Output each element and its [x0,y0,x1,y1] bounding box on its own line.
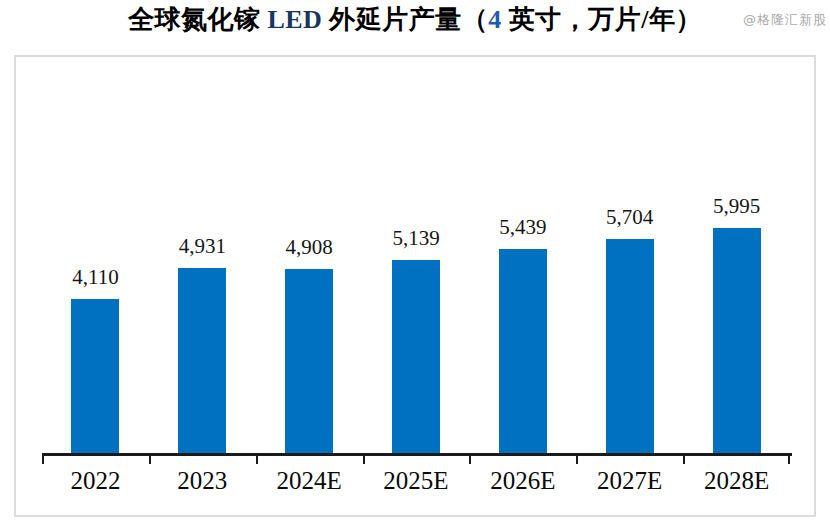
bar [178,268,226,455]
watermark: @格隆汇新股 [743,11,827,29]
x-axis-label: 2026E [469,467,576,495]
bar-group: 5,995 [683,57,790,455]
bar-value-label: 4,931 [179,234,226,259]
bar [606,239,654,455]
bar-value-label: 4,908 [286,235,333,260]
bar-value-label: 5,995 [713,194,760,219]
axis-tick [149,453,151,464]
bar-group: 5,704 [576,57,683,455]
x-axis-labels: 202220232024E2025E2026E2027E2028E [42,467,790,495]
x-axis-label: 2023 [149,467,256,495]
title-segment: LED [267,5,322,34]
bar-group: 5,439 [469,57,576,455]
bar-group: 5,139 [363,57,470,455]
axis-tick [576,453,578,464]
chart-frame: 4,110 4,931 4,908 5,139 5,439 5,704 5,995 2022… [14,55,816,517]
axis-tick [788,453,790,464]
axis-tick [256,453,258,464]
bar [499,249,547,455]
title-segment: 全球氮化镓 [128,5,268,34]
axis-tick [42,453,44,464]
bar-value-label: 4,110 [72,265,118,290]
title-segment: 4 [488,5,502,34]
chart-page: 全球氮化镓 LED 外延片产量（4 英寸，万片/年） @格隆汇新股 4,1104… [0,0,830,531]
axis-tick [683,453,685,464]
title-segment: 外延片产量（ [322,5,488,34]
bar [392,260,440,455]
axis-tick [469,453,471,464]
x-axis-label: 2024E [256,467,363,495]
axis-tick [363,453,365,464]
bar [713,228,761,455]
bar [71,299,119,455]
x-axis-line [42,453,792,456]
plot-area: 4,110 4,931 4,908 5,139 5,439 5,704 5,995 [42,57,790,455]
bar-group: 4,110 [42,57,149,455]
x-axis-label: 2022 [42,467,149,495]
page-title: 全球氮化镓 LED 外延片产量（4 英寸，万片/年） [0,2,830,37]
title-segment: 英寸，万片/年） [502,5,702,34]
bar-group: 4,931 [149,57,256,455]
x-axis-label: 2027E [576,467,683,495]
bar-value-label: 5,439 [499,215,546,240]
x-axis-label: 2025E [363,467,470,495]
bar-value-label: 5,139 [392,226,439,251]
x-axis-label: 2028E [683,467,790,495]
bar-value-label: 5,704 [606,205,653,230]
bar [285,269,333,455]
bar-group: 4,908 [256,57,363,455]
